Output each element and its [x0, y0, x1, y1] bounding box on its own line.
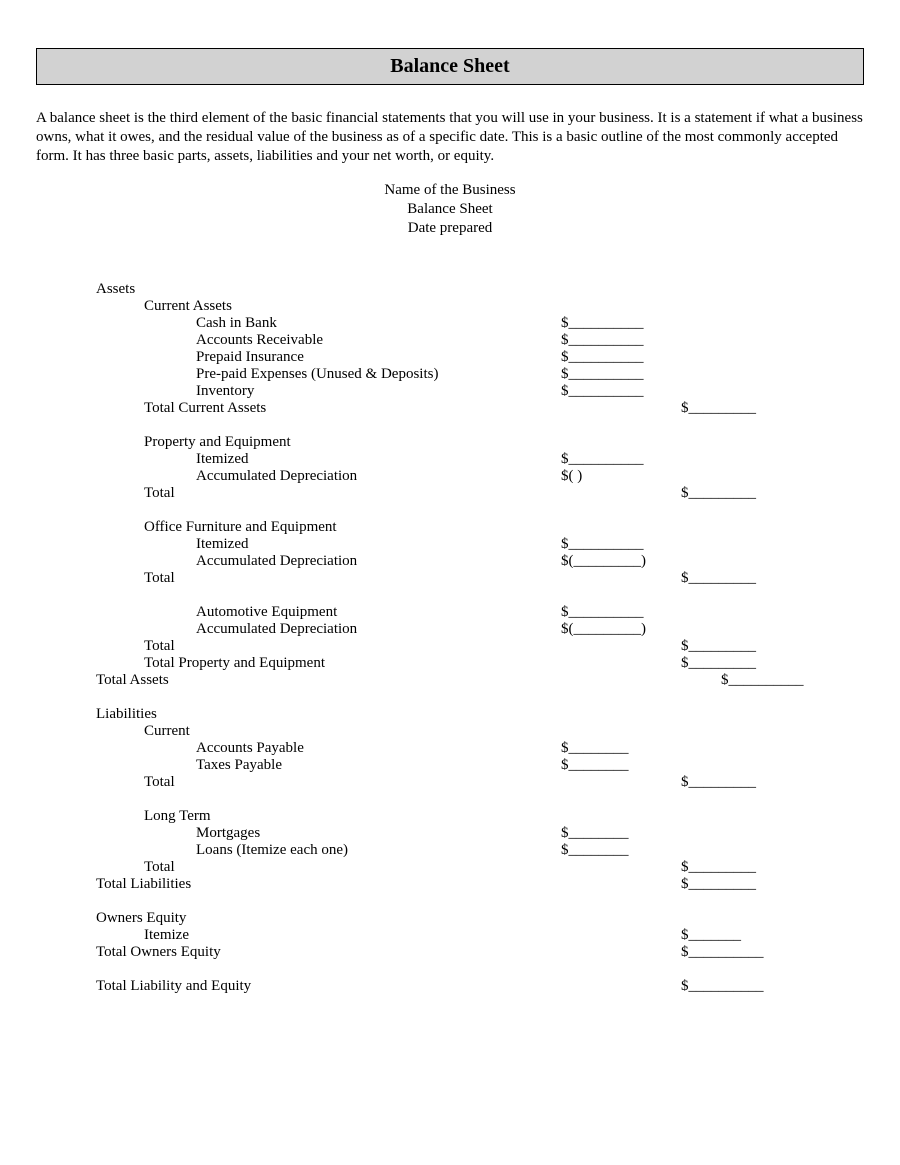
blank-field: $_________ [681, 860, 756, 876]
blank-field: $__________ [561, 537, 644, 553]
blank-field: $_________ [681, 571, 756, 587]
blank-field: $__________ [561, 384, 644, 400]
line-item: Accounts Receivable [196, 333, 323, 349]
line-item: Loans (Itemize each one) [196, 843, 348, 859]
intro-paragraph: A balance sheet is the third element of … [36, 109, 864, 165]
blank-field: $__________ [561, 333, 644, 349]
property-equipment-heading: Property and Equipment [144, 435, 291, 451]
title-box: Balance Sheet [36, 48, 864, 85]
line-item: Inventory [196, 384, 254, 400]
line-item: Itemize [144, 928, 189, 944]
blank-field: $_________ [681, 877, 756, 893]
assets-heading: Assets [96, 282, 135, 298]
blank-field: $__________ [561, 350, 644, 366]
line-item: Accumulated Depreciation [196, 554, 357, 570]
blank-field: $__________ [681, 945, 764, 961]
blank-field: $__________ [721, 673, 804, 689]
blank-field: $__________ [561, 452, 644, 468]
line-item: Prepaid Insurance [196, 350, 304, 366]
header-line-1: Name of the Business [36, 181, 864, 200]
page-title: Balance Sheet [37, 55, 863, 78]
blank-field: $( ) [561, 469, 582, 485]
line-item: Accumulated Depreciation [196, 622, 357, 638]
blank-field: $(_________) [561, 622, 646, 638]
blank-field: $__________ [561, 316, 644, 332]
line-item: Itemized [196, 452, 248, 468]
blank-field: $_________ [681, 486, 756, 502]
line-item: Accounts Payable [196, 741, 304, 757]
blank-field: $__________ [681, 979, 764, 995]
total-current-assets: Total Current Assets [144, 401, 266, 417]
line-item: Accumulated Depreciation [196, 469, 357, 485]
owners-equity-heading: Owners Equity [96, 911, 186, 927]
header-line-2: Balance Sheet [36, 200, 864, 219]
blank-field: $_________ [681, 639, 756, 655]
total-label: Total [144, 860, 175, 876]
current-liabilities-heading: Current [144, 724, 190, 740]
total-label: Total [144, 775, 175, 791]
blank-field: $__________ [561, 367, 644, 383]
total-owners-equity: Total Owners Equity [96, 945, 221, 961]
total-assets: Total Assets [96, 673, 169, 689]
total-label: Total [144, 571, 175, 587]
blank-field: $(_________) [561, 554, 646, 570]
blank-field: $________ [561, 741, 629, 757]
blank-field: $________ [561, 843, 629, 859]
office-equipment-heading: Office Furniture and Equipment [144, 520, 337, 536]
line-item: Pre-paid Expenses (Unused & Deposits) [196, 367, 438, 383]
current-assets-heading: Current Assets [144, 299, 232, 315]
balance-sheet-body: Assets Current Assets Cash in Bank $_____… [36, 282, 864, 996]
longterm-heading: Long Term [144, 809, 211, 825]
blank-field: $________ [561, 826, 629, 842]
total-property-equipment: Total Property and Equipment [144, 656, 325, 672]
document-header: Name of the Business Balance Sheet Date … [36, 181, 864, 237]
blank-field: $_________ [681, 656, 756, 672]
total-liability-equity: Total Liability and Equity [96, 979, 251, 995]
total-label: Total [144, 639, 175, 655]
line-item: Itemized [196, 537, 248, 553]
blank-field: $________ [561, 758, 629, 774]
blank-field: $__________ [561, 605, 644, 621]
line-item: Cash in Bank [196, 316, 277, 332]
line-item: Mortgages [196, 826, 260, 842]
blank-field: $_________ [681, 401, 756, 417]
header-line-3: Date prepared [36, 219, 864, 238]
total-liabilities: Total Liabilities [96, 877, 191, 893]
blank-field: $_______ [681, 928, 741, 944]
line-item: Taxes Payable [196, 758, 282, 774]
liabilities-heading: Liabilities [96, 707, 157, 723]
total-label: Total [144, 486, 175, 502]
line-item: Automotive Equipment [196, 605, 337, 621]
blank-field: $_________ [681, 775, 756, 791]
